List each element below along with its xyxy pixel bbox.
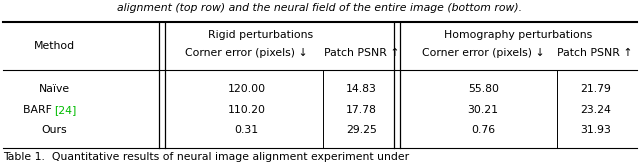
Text: 14.83: 14.83 <box>346 84 377 94</box>
Text: Method: Method <box>34 41 75 51</box>
Text: Ours: Ours <box>42 125 67 135</box>
Text: Corner error (pixels) ↓: Corner error (pixels) ↓ <box>185 48 308 58</box>
Text: BARF: BARF <box>24 105 54 115</box>
Text: 23.24: 23.24 <box>580 105 611 115</box>
Text: 120.00: 120.00 <box>227 84 266 94</box>
Text: [24]: [24] <box>54 105 77 115</box>
Text: 31.93: 31.93 <box>580 125 611 135</box>
Text: Naïve: Naïve <box>39 84 70 94</box>
Text: 0.31: 0.31 <box>234 125 259 135</box>
Text: Table 1.  Quantitative results of neural image alignment experiment under: Table 1. Quantitative results of neural … <box>3 152 410 162</box>
Text: 21.79: 21.79 <box>580 84 611 94</box>
Text: 0.76: 0.76 <box>471 125 495 135</box>
Text: alignment (top row) and the neural field of the entire image (bottom row).: alignment (top row) and the neural field… <box>117 3 523 13</box>
Text: Homography perturbations: Homography perturbations <box>444 30 593 40</box>
Text: 30.21: 30.21 <box>468 105 499 115</box>
Text: 110.20: 110.20 <box>227 105 266 115</box>
Text: 29.25: 29.25 <box>346 125 377 135</box>
Text: 17.78: 17.78 <box>346 105 377 115</box>
Text: Patch PSNR ↑: Patch PSNR ↑ <box>324 48 399 58</box>
Text: 55.80: 55.80 <box>468 84 499 94</box>
Text: Patch PSNR ↑: Patch PSNR ↑ <box>557 48 633 58</box>
Text: Rigid perturbations: Rigid perturbations <box>207 30 313 40</box>
Text: Corner error (pixels) ↓: Corner error (pixels) ↓ <box>422 48 545 58</box>
